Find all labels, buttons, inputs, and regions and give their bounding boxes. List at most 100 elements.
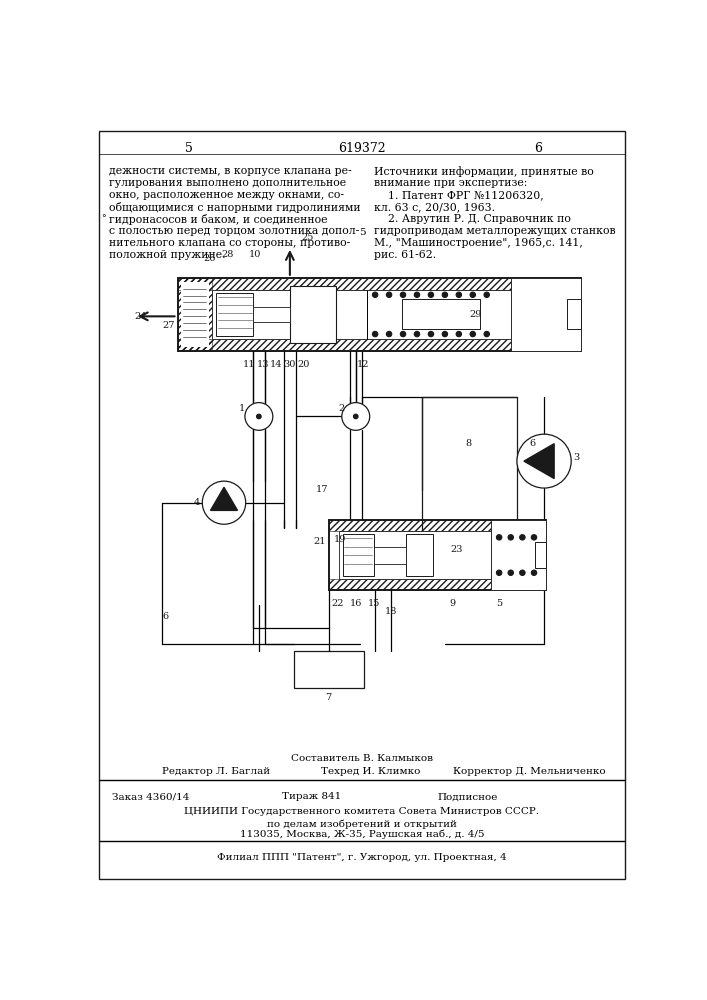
Bar xyxy=(368,290,510,339)
Bar xyxy=(510,339,580,351)
Text: Заказ 4360/14: Заказ 4360/14 xyxy=(112,792,189,801)
Text: Редактор Л. Баглай: Редактор Л. Баглай xyxy=(162,767,270,776)
Text: Корректор Д. Мельниченко: Корректор Д. Мельниченко xyxy=(452,767,605,776)
Circle shape xyxy=(386,292,392,297)
Bar xyxy=(339,531,491,579)
Text: °: ° xyxy=(101,214,105,223)
Polygon shape xyxy=(211,487,238,510)
Bar xyxy=(491,579,546,590)
Text: 17: 17 xyxy=(316,485,329,494)
Text: Филиал ППП "Патент", г. Ужгород, ул. Проектная, 4: Филиал ППП "Патент", г. Ужгород, ул. Про… xyxy=(217,853,507,862)
Circle shape xyxy=(484,292,489,297)
Bar xyxy=(329,520,546,590)
Circle shape xyxy=(354,414,358,419)
Circle shape xyxy=(496,570,502,575)
Text: 2. Аврутин Р. Д. Справочник по: 2. Аврутин Р. Д. Справочник по xyxy=(373,214,571,224)
Circle shape xyxy=(257,414,261,419)
Bar xyxy=(373,547,406,564)
Circle shape xyxy=(341,403,370,430)
Text: 12: 12 xyxy=(357,360,370,369)
Text: 21: 21 xyxy=(313,537,326,546)
Circle shape xyxy=(520,535,525,540)
Bar xyxy=(402,299,480,329)
Circle shape xyxy=(428,292,433,297)
Bar xyxy=(406,534,433,576)
Circle shape xyxy=(531,535,537,540)
Text: Составитель В. Калмыков: Составитель В. Калмыков xyxy=(291,754,433,763)
Circle shape xyxy=(484,331,489,337)
Bar xyxy=(329,579,491,590)
Text: Источники информации, принятые во: Источники информации, принятые во xyxy=(373,166,593,177)
Text: Тираж 841: Тираж 841 xyxy=(282,792,341,801)
Circle shape xyxy=(442,292,448,297)
Text: внимание при экспертизе:: внимание при экспертизе: xyxy=(373,178,527,188)
Bar xyxy=(212,290,368,339)
Bar xyxy=(510,278,580,351)
Text: 20: 20 xyxy=(298,360,310,369)
Text: с полостью перед торцом золотника допол-: с полостью перед торцом золотника допол- xyxy=(109,226,358,236)
Text: М., "Машиностроение", 1965,с. 141,: М., "Машиностроение", 1965,с. 141, xyxy=(373,238,583,248)
Text: нительного клапана со стороны, противо-: нительного клапана со стороны, противо- xyxy=(109,238,350,248)
Bar xyxy=(253,307,290,322)
Circle shape xyxy=(428,331,433,337)
Text: 18: 18 xyxy=(385,607,397,616)
Text: гидронасосов и баком, и соединенное: гидронасосов и баком, и соединенное xyxy=(109,214,327,225)
Text: Техред И. Климко: Техред И. Климко xyxy=(321,767,420,776)
Text: 2: 2 xyxy=(339,404,345,413)
Circle shape xyxy=(470,292,476,297)
Text: 1. Патент ФРГ №11206320,: 1. Патент ФРГ №11206320, xyxy=(373,190,543,200)
Bar xyxy=(343,534,373,576)
Text: 22: 22 xyxy=(332,599,344,608)
Text: 4: 4 xyxy=(194,498,200,507)
Bar xyxy=(329,520,491,531)
Text: дежности системы, в корпусе клапана ре-: дежности системы, в корпусе клапана ре- xyxy=(109,166,351,176)
Circle shape xyxy=(517,434,571,488)
Text: 5: 5 xyxy=(185,142,193,155)
Text: 27: 27 xyxy=(162,321,175,330)
Text: 11: 11 xyxy=(243,360,255,369)
Bar xyxy=(216,293,253,336)
Text: кл. 63 с, 20/30, 1963.: кл. 63 с, 20/30, 1963. xyxy=(373,202,495,212)
Text: 6: 6 xyxy=(163,612,169,621)
Text: общающимися с напорными гидролиниями: общающимися с напорными гидролиниями xyxy=(109,202,360,213)
Circle shape xyxy=(414,292,420,297)
Circle shape xyxy=(414,331,420,337)
Bar xyxy=(177,278,580,351)
Text: 25: 25 xyxy=(301,233,314,242)
Text: 619372: 619372 xyxy=(338,142,386,155)
Circle shape xyxy=(400,292,406,297)
Bar xyxy=(491,520,546,531)
Text: 16: 16 xyxy=(349,599,362,608)
Bar xyxy=(177,278,212,351)
Circle shape xyxy=(442,331,448,337)
Text: 3: 3 xyxy=(573,453,580,462)
Circle shape xyxy=(245,403,273,430)
Text: гулирования выполнено дополнительное: гулирования выполнено дополнительное xyxy=(109,178,346,188)
Text: 29: 29 xyxy=(469,310,482,319)
Circle shape xyxy=(496,535,502,540)
Text: рис. 61-62.: рис. 61-62. xyxy=(373,250,436,260)
Text: 26: 26 xyxy=(204,254,216,263)
Bar xyxy=(566,299,580,329)
Text: 10: 10 xyxy=(249,250,261,259)
Circle shape xyxy=(508,570,513,575)
Bar xyxy=(421,397,517,536)
Text: 6: 6 xyxy=(534,142,542,155)
Text: Подписное: Подписное xyxy=(437,792,498,801)
Text: гидроприводам металлорежущих станков: гидроприводам металлорежущих станков xyxy=(373,226,615,236)
Bar xyxy=(510,278,580,290)
Text: 5: 5 xyxy=(496,599,502,608)
Text: 30: 30 xyxy=(284,360,296,369)
Text: 15: 15 xyxy=(368,599,380,608)
Bar xyxy=(491,520,546,590)
Bar xyxy=(177,278,510,290)
Text: ЦНИИПИ Государственного комитета Совета Министров СССР.: ЦНИИПИ Государственного комитета Совета … xyxy=(185,807,539,816)
Text: 28: 28 xyxy=(222,250,234,259)
Text: 6: 6 xyxy=(530,439,535,448)
Bar xyxy=(293,651,363,688)
Text: окно, расположенное между окнами, со-: окно, расположенное между окнами, со- xyxy=(109,190,344,200)
Circle shape xyxy=(373,292,378,297)
Text: 19: 19 xyxy=(334,535,346,544)
Text: 113035, Москва, Ж-35, Раушская наб., д. 4/5: 113035, Москва, Ж-35, Раушская наб., д. … xyxy=(240,830,484,839)
Text: 7: 7 xyxy=(325,693,332,702)
